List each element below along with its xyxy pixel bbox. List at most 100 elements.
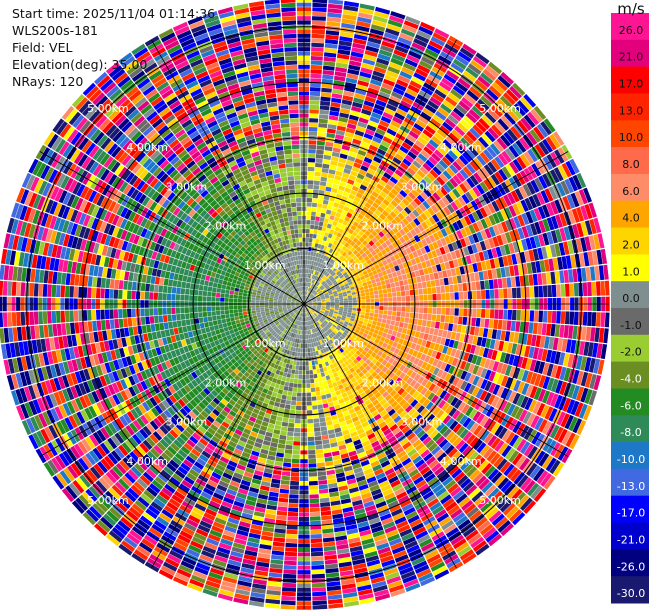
velocity-gate: [424, 549, 439, 560]
velocity-gate: [372, 530, 385, 538]
velocity-gate: [567, 240, 574, 255]
velocity-gate: [368, 355, 374, 362]
velocity-gate: [305, 237, 310, 243]
velocity-gate: [418, 332, 425, 339]
velocity-gate: [462, 283, 468, 292]
velocity-gate: [445, 431, 456, 441]
velocity-gate: [322, 270, 327, 275]
velocity-gate: [325, 39, 339, 45]
velocity-gate: [331, 93, 343, 99]
velocity-gate: [458, 154, 469, 166]
velocity-gate: [274, 401, 280, 408]
velocity-gate: [302, 317, 304, 322]
velocity-gate: [311, 319, 315, 324]
velocity-gate: [301, 317, 303, 322]
velocity-gate: [435, 248, 442, 257]
velocity-gate: [356, 516, 368, 524]
velocity-gate: [325, 346, 330, 352]
velocity-gate: [464, 226, 472, 236]
velocity-gate: [282, 417, 289, 423]
velocity-gate: [320, 100, 331, 106]
velocity-gate: [469, 326, 476, 336]
velocity-gate: [406, 329, 412, 336]
velocity-gate: [309, 293, 312, 297]
velocity-gate: [306, 202, 312, 207]
velocity-gate: [312, 365, 316, 370]
velocity-gate: [290, 405, 296, 410]
velocity-gate: [356, 341, 363, 347]
velocity-gate: [527, 111, 540, 126]
velocity-gate: [316, 299, 321, 301]
velocity-gate: [481, 133, 493, 146]
velocity-gate: [397, 251, 404, 258]
velocity-gate: [317, 377, 323, 383]
velocity-gate: [559, 366, 567, 381]
velocity-gate: [397, 275, 403, 281]
velocity-gate: [382, 391, 390, 398]
velocity-gate: [282, 372, 288, 377]
velocity-gate: [386, 344, 392, 351]
velocity-gate: [569, 434, 580, 450]
velocity-gate: [537, 247, 544, 260]
velocity-gate: [345, 316, 351, 321]
velocity-gate: [347, 264, 353, 269]
velocity-gate: [330, 358, 336, 364]
velocity-gate: [379, 202, 388, 210]
velocity-gate: [548, 408, 558, 422]
velocity-gate: [432, 241, 439, 250]
velocity-gate: [469, 422, 479, 434]
velocity-gate: [455, 439, 466, 450]
velocity-gate: [391, 546, 406, 555]
velocity-gate: [317, 262, 321, 268]
velocity-gate: [416, 384, 425, 393]
velocity-gate: [423, 294, 428, 301]
velocity-gate: [396, 311, 401, 317]
velocity-gate: [325, 393, 332, 399]
velocity-gate: [267, 500, 278, 506]
velocity-gate: [335, 535, 348, 542]
velocity-gate: [412, 143, 423, 153]
velocity-gate: [313, 418, 320, 423]
velocity-gate: [337, 189, 344, 196]
velocity-gate: [328, 401, 334, 408]
velocity-gate: [533, 488, 547, 503]
velocity-gate: [351, 416, 359, 423]
velocity-gate: [436, 146, 447, 156]
velocity-gate: [454, 349, 461, 359]
velocity-gate: [272, 546, 285, 552]
velocity-gate: [342, 410, 350, 417]
velocity-gate: [313, 229, 318, 235]
velocity-gate: [400, 28, 416, 38]
velocity-gate: [345, 77, 358, 84]
velocity-gate: [494, 516, 508, 530]
velocity-gate: [337, 265, 343, 271]
velocity-gate: [280, 484, 290, 490]
velocity-gate: [394, 487, 405, 496]
velocity-gate: [380, 424, 389, 433]
velocity-gate: [304, 295, 306, 300]
velocity-gate: [358, 249, 365, 255]
velocity-gate: [371, 388, 379, 396]
velocity-gate: [486, 146, 497, 158]
velocity-gate: [396, 79, 409, 88]
velocity-gate: [354, 93, 366, 100]
velocity-gate: [387, 180, 396, 188]
velocity-gate: [344, 519, 357, 526]
velocity-gate: [312, 600, 327, 606]
velocity-gate: [496, 98, 510, 112]
velocity-gate: [408, 130, 419, 140]
velocity-gate: [354, 374, 361, 381]
velocity-gate: [309, 229, 314, 234]
velocity-gate: [438, 81, 452, 92]
velocity-gate: [318, 221, 324, 227]
velocity-gate: [308, 301, 313, 303]
velocity-gate: [324, 232, 329, 237]
velocity-gate: [397, 75, 411, 84]
velocity-gate: [378, 356, 384, 363]
velocity-gate: [588, 390, 597, 406]
velocity-gate: [362, 440, 371, 447]
velocity-gate: [317, 272, 321, 277]
velocity-gate: [455, 185, 465, 196]
velocity-gate: [346, 290, 352, 294]
velocity-gate: [348, 450, 357, 457]
